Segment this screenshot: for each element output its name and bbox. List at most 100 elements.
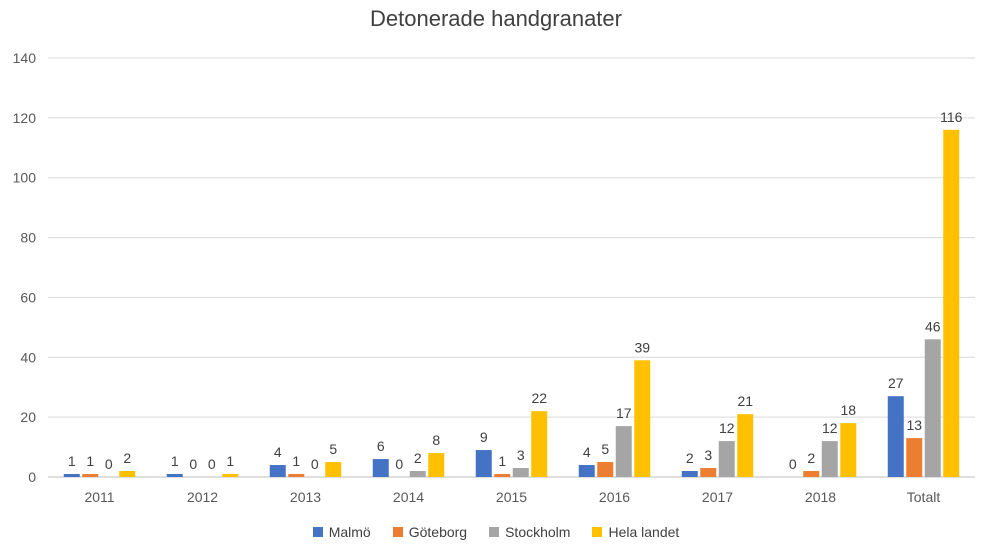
bar: [512, 468, 529, 477]
legend-swatch: [592, 527, 603, 537]
bar: [531, 411, 548, 477]
bar: [718, 441, 735, 477]
bar: [924, 339, 941, 477]
bar: [372, 459, 389, 477]
data-label: 12: [822, 420, 838, 436]
legend: Malmö Göteborg Stockholm Hela landet: [0, 524, 992, 540]
data-label: 116: [940, 109, 963, 125]
data-label: 0: [789, 456, 797, 472]
data-label: 9: [480, 429, 488, 445]
legend-item: Malmö: [312, 524, 371, 540]
bar: [681, 471, 698, 477]
bar: [269, 465, 286, 477]
y-tick-label: 140: [13, 50, 37, 66]
data-label: 1: [86, 453, 94, 469]
bar: [578, 465, 595, 477]
y-tick-label: 0: [28, 469, 36, 485]
bars: [63, 129, 960, 478]
x-axis: 2011 2012 2013 2014 2015 2016 2017 2018 Totalt: [84, 489, 940, 505]
bar: [615, 426, 632, 477]
bar: [494, 474, 511, 477]
y-axis: 0 20 40 60 80 100 120 140: [13, 50, 37, 485]
legend-swatch: [489, 527, 500, 537]
data-label: 4: [274, 444, 282, 460]
data-label: 18: [840, 402, 856, 418]
bar: [737, 414, 754, 477]
data-label: 3: [704, 447, 712, 463]
gridlines: [48, 57, 975, 478]
y-tick-label: 100: [13, 170, 37, 186]
bar: [943, 129, 960, 478]
y-tick-label: 60: [20, 289, 36, 305]
data-label: 22: [531, 390, 547, 406]
data-label: 2: [807, 450, 815, 466]
data-label: 1: [68, 453, 76, 469]
x-tick-label: 2018: [805, 489, 836, 505]
x-tick-label: 2015: [496, 489, 527, 505]
bar: [475, 450, 492, 477]
data-label: 46: [925, 318, 941, 334]
bar: [803, 471, 820, 477]
data-label: 5: [329, 441, 337, 457]
legend-item: Hela landet: [592, 524, 679, 540]
y-tick-label: 80: [20, 230, 36, 246]
legend-label: Stockholm: [505, 524, 571, 540]
chart-title: Detonerade handgranater: [370, 6, 622, 31]
data-label: 1: [226, 453, 234, 469]
bar: [63, 474, 80, 477]
data-label: 21: [737, 393, 753, 409]
data-label: 2: [414, 450, 422, 466]
data-label: 4: [583, 444, 591, 460]
bar: [634, 360, 651, 477]
bar: [222, 474, 239, 477]
data-label: 0: [311, 456, 319, 472]
data-label: 1: [292, 453, 300, 469]
legend-label: Malmö: [328, 524, 371, 540]
legend-swatch: [392, 527, 403, 537]
bar: [409, 471, 426, 477]
x-tick-label: 2014: [393, 489, 424, 505]
data-label: 1: [498, 453, 506, 469]
data-label: 12: [719, 420, 735, 436]
bar: [597, 462, 614, 477]
bar: [166, 474, 183, 477]
bar: [82, 474, 99, 477]
x-tick-label: Totalt: [907, 489, 941, 505]
legend-item: Stockholm: [489, 524, 570, 540]
data-label: 17: [616, 405, 632, 421]
legend-item: Göteborg: [392, 524, 468, 540]
bar: [119, 471, 136, 477]
bar: [821, 441, 838, 477]
data-label: 0: [189, 456, 197, 472]
data-label: 2: [686, 450, 694, 466]
bar: [887, 396, 904, 477]
y-tick-label: 20: [20, 409, 36, 425]
bar: [700, 468, 717, 477]
data-label: 8: [432, 432, 440, 448]
bar: [288, 474, 305, 477]
data-label: 0: [395, 456, 403, 472]
data-label: 3: [517, 447, 525, 463]
bar: [325, 462, 342, 477]
data-label: 1: [171, 453, 179, 469]
data-label: 27: [888, 375, 904, 391]
y-tick-label: 120: [13, 110, 37, 126]
y-tick-label: 40: [20, 349, 36, 365]
bar: [906, 438, 923, 477]
x-tick-label: 2013: [290, 489, 321, 505]
x-tick-label: 2017: [702, 489, 733, 505]
legend-swatch: [312, 527, 323, 537]
legend-label: Göteborg: [408, 524, 468, 540]
data-label: 2: [123, 450, 131, 466]
x-tick-label: 2012: [187, 489, 218, 505]
data-label: 6: [377, 438, 385, 454]
bar: [840, 423, 857, 477]
x-tick-label: 2016: [599, 489, 630, 505]
x-tick-label: 2011: [84, 489, 114, 505]
legend-label: Hela landet: [608, 524, 680, 540]
data-label: 0: [105, 456, 113, 472]
data-label: 13: [906, 417, 922, 433]
bar: [428, 453, 445, 477]
